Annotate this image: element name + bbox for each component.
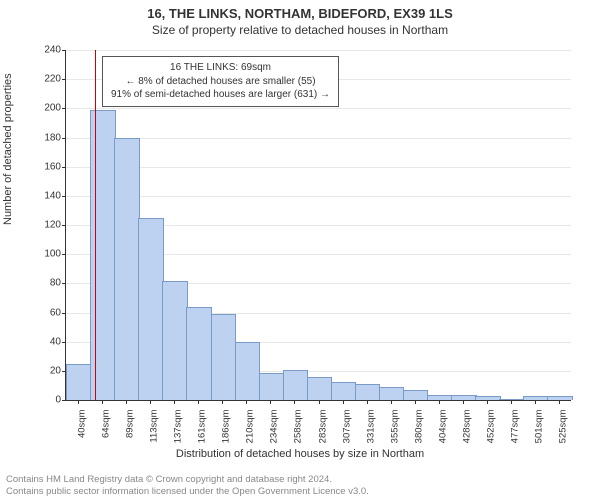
xtick-label: 137sqm [173,406,184,444]
xtick-mark [319,400,320,404]
ytick-label: 220 [31,74,66,85]
xtick-mark [367,400,368,404]
histogram-bar [138,218,164,400]
ytick-label: 120 [31,220,66,231]
histogram-bar [307,377,333,400]
xtick-mark [535,400,536,404]
xtick-label: 331sqm [365,406,376,444]
plot-area: 02040608010012014016018020022024040sqm64… [65,50,571,401]
histogram-bar [235,342,261,400]
histogram-bar [451,395,477,400]
gridline [66,138,571,139]
xtick-label: 380sqm [413,406,424,444]
histogram-bar [331,382,357,401]
xtick-label: 355sqm [389,406,400,444]
xtick-label: 428sqm [461,406,472,444]
histogram-bar [259,373,285,400]
ytick-label: 240 [31,45,66,56]
ytick-label: 100 [31,249,66,260]
ytick-label: 160 [31,161,66,172]
xtick-mark [343,400,344,404]
xtick-label: 307sqm [341,406,352,444]
gridline [66,108,571,109]
xtick-label: 501sqm [533,406,544,444]
gridline [66,196,571,197]
xtick-mark [439,400,440,404]
xtick-mark [463,400,464,404]
xtick-mark [102,400,103,404]
chart-container: 16, THE LINKS, NORTHAM, BIDEFORD, EX39 1… [0,0,600,500]
footer-line-2: Contains public sector information licen… [6,486,369,498]
histogram-bar [186,307,212,400]
xtick-label: 161sqm [197,406,208,444]
histogram-bar [379,387,405,400]
ytick-label: 180 [31,132,66,143]
ytick-label: 0 [31,395,66,406]
histogram-bar [403,390,429,400]
xtick-mark [487,400,488,404]
xtick-label: 89sqm [125,406,136,439]
xtick-mark [511,400,512,404]
xtick-label: 113sqm [149,406,160,443]
histogram-bar [499,399,525,400]
gridline [66,167,571,168]
gridline [66,50,571,51]
histogram-bar [211,314,237,400]
histogram-bar [355,384,381,400]
ytick-label: 140 [31,190,66,201]
ytick-label: 80 [31,278,66,289]
xtick-label: 64sqm [101,406,112,439]
xtick-mark [78,400,79,404]
ytick-label: 20 [31,365,66,376]
xtick-mark [198,400,199,404]
xtick-label: 477sqm [509,406,520,444]
property-marker-line [95,50,97,400]
xtick-mark [222,400,223,404]
xtick-mark [150,400,151,404]
annotation-box: 16 THE LINKS: 69sqm ← 8% of detached hou… [102,56,339,107]
xtick-label: 525sqm [557,406,568,444]
footer-line-1: Contains HM Land Registry data © Crown c… [6,474,369,486]
histogram-bar [66,364,92,400]
xtick-mark [559,400,560,404]
ytick-label: 200 [31,103,66,114]
xtick-mark [246,400,247,404]
xtick-label: 40sqm [77,406,88,439]
ytick-label: 60 [31,307,66,318]
page-title: 16, THE LINKS, NORTHAM, BIDEFORD, EX39 1… [0,0,600,21]
xtick-mark [391,400,392,404]
xtick-mark [415,400,416,404]
xtick-label: 210sqm [245,406,256,444]
y-axis-label: Number of detached properties [2,73,14,225]
histogram-bar [114,138,140,400]
xtick-label: 234sqm [269,406,280,444]
x-axis-label: Distribution of detached houses by size … [0,448,600,460]
annotation-line-1: 16 THE LINKS: 69sqm [111,61,330,75]
ytick-label: 40 [31,336,66,347]
xtick-label: 258sqm [293,406,304,444]
page-subtitle: Size of property relative to detached ho… [0,21,600,37]
xtick-mark [174,400,175,404]
xtick-label: 404sqm [437,406,448,444]
xtick-label: 186sqm [221,406,232,444]
annotation-line-3: 91% of semi-detached houses are larger (… [111,88,330,102]
xtick-label: 452sqm [485,406,496,444]
xtick-mark [270,400,271,404]
histogram-bar [283,370,309,400]
histogram-bar [547,396,573,400]
histogram-bar [475,396,501,400]
xtick-mark [126,400,127,404]
histogram-bar [523,396,549,400]
xtick-mark [294,400,295,404]
annotation-line-2: ← 8% of detached houses are smaller (55) [111,75,330,89]
histogram-bar [162,281,188,400]
histogram-bar [427,395,453,400]
xtick-label: 283sqm [317,406,328,444]
footer-attribution: Contains HM Land Registry data © Crown c… [6,474,369,498]
